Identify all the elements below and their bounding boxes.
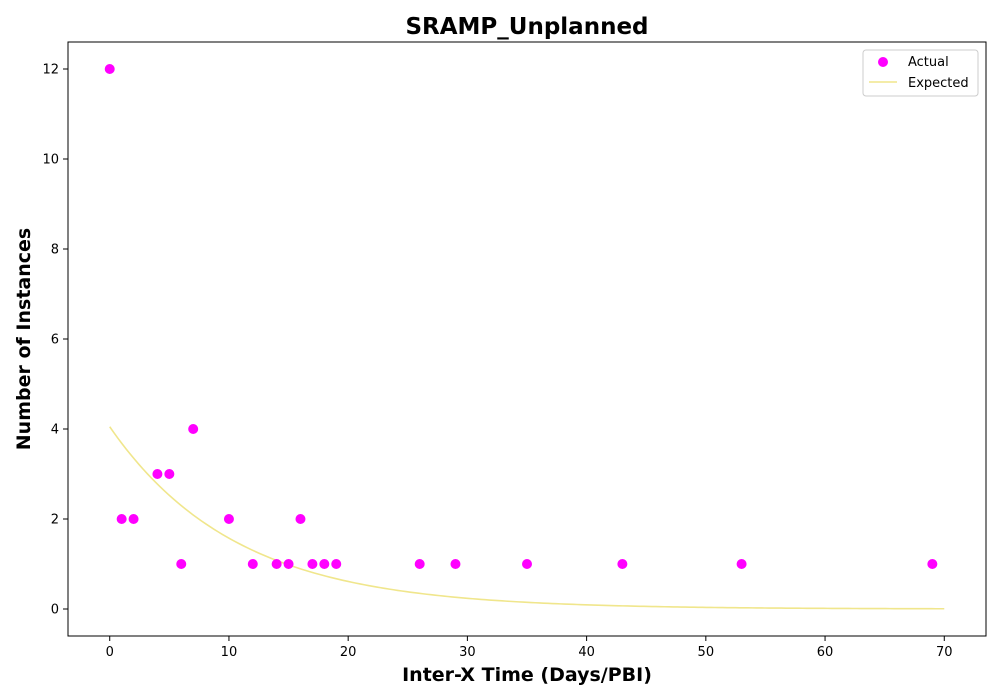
y-axis-title: Number of Instances bbox=[13, 228, 35, 450]
y-axis-ticks: 0 2 4 6 8 10 12 bbox=[42, 63, 68, 618]
actual-point bbox=[104, 64, 115, 74]
y-tick-label: 12 bbox=[42, 63, 59, 78]
expected-curve bbox=[109, 426, 945, 610]
y-tick-label: 10 bbox=[42, 153, 59, 168]
x-tick-label: 10 bbox=[221, 645, 238, 660]
y-tick-label: 2 bbox=[51, 513, 59, 528]
actual-point bbox=[188, 424, 199, 434]
actual-point bbox=[736, 559, 747, 569]
x-tick-label: 0 bbox=[106, 645, 114, 660]
y-tick-label: 8 bbox=[51, 243, 59, 258]
actual-point bbox=[319, 559, 330, 569]
x-tick-label: 50 bbox=[698, 645, 715, 660]
legend-expected-label: Expected bbox=[908, 76, 969, 91]
x-tick-label: 40 bbox=[578, 645, 595, 660]
chart-title: SRAMP_Unplanned bbox=[405, 14, 648, 40]
actual-point bbox=[617, 559, 628, 569]
actual-point bbox=[271, 559, 282, 569]
actual-point bbox=[283, 559, 294, 569]
x-tick-label: 70 bbox=[936, 645, 953, 660]
x-tick-label: 60 bbox=[817, 645, 834, 660]
x-axis-ticks: 0 10 20 30 40 50 60 70 bbox=[106, 636, 953, 660]
actual-point bbox=[295, 514, 306, 524]
plot-area bbox=[67, 41, 987, 637]
actual-point bbox=[116, 514, 127, 524]
expected-series bbox=[109, 426, 945, 610]
actual-point bbox=[152, 469, 163, 479]
actual-point bbox=[176, 559, 187, 569]
actual-series bbox=[104, 64, 938, 569]
legend-box bbox=[862, 49, 979, 97]
actual-point bbox=[927, 559, 938, 569]
actual-point bbox=[331, 559, 342, 569]
actual-point bbox=[128, 514, 139, 524]
legend: Actual Expected bbox=[862, 49, 979, 97]
legend-actual-marker bbox=[878, 57, 888, 67]
legend-actual-label: Actual bbox=[908, 55, 949, 70]
actual-point bbox=[223, 514, 234, 524]
actual-point bbox=[450, 559, 461, 569]
y-tick-label: 0 bbox=[51, 603, 59, 618]
actual-point bbox=[307, 559, 318, 569]
actual-point bbox=[522, 559, 532, 569]
x-tick-label: 20 bbox=[340, 645, 357, 660]
actual-point bbox=[414, 559, 425, 569]
actual-point bbox=[164, 469, 175, 479]
y-tick-label: 6 bbox=[51, 333, 59, 348]
actual-point bbox=[247, 559, 258, 569]
x-axis-title: Inter-X Time (Days/PBI) bbox=[402, 664, 652, 686]
y-tick-label: 4 bbox=[51, 423, 59, 438]
x-tick-label: 30 bbox=[459, 645, 476, 660]
